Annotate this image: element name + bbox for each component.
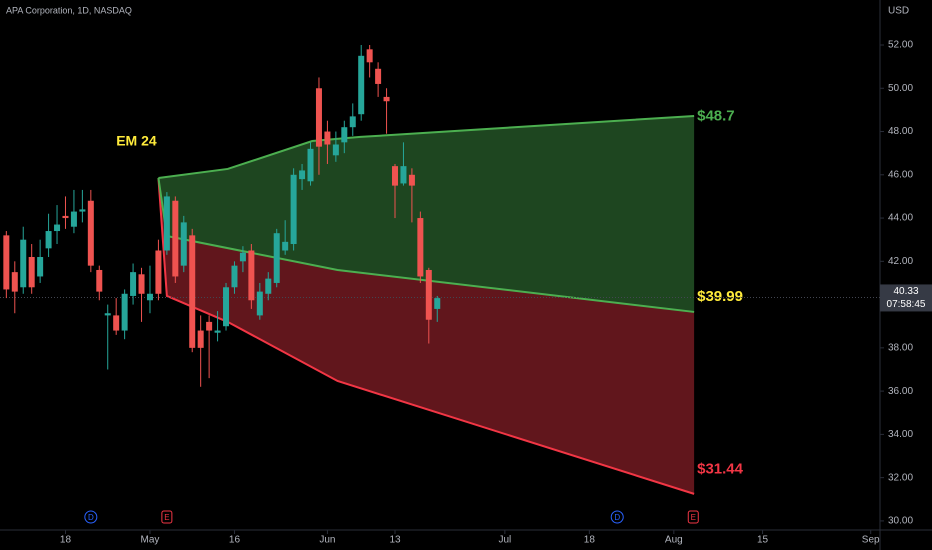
y-tick-label: 48.00 bbox=[888, 126, 913, 137]
x-tick-label: 16 bbox=[229, 535, 241, 546]
candle-body bbox=[265, 278, 272, 294]
candle-body bbox=[358, 55, 365, 115]
candle-body bbox=[62, 215, 69, 219]
x-tick-label: Jul bbox=[498, 535, 511, 546]
event-marker bbox=[84, 510, 98, 524]
last-price-box bbox=[880, 284, 932, 312]
candle-body bbox=[11, 272, 18, 292]
y-tick-label: 42.00 bbox=[888, 256, 913, 267]
candle-body bbox=[54, 224, 61, 232]
candle-body bbox=[392, 166, 399, 186]
x-tick-label: May bbox=[141, 535, 160, 546]
candle-body bbox=[290, 174, 297, 245]
x-tick-label: 18 bbox=[60, 535, 72, 546]
chart-title: APA Corporation, 1D, NASDAQ bbox=[6, 5, 132, 15]
candle-body bbox=[197, 330, 204, 348]
y-tick-label: 44.00 bbox=[888, 213, 913, 224]
candle-body bbox=[299, 170, 306, 180]
x-tick-label: Aug bbox=[665, 535, 683, 546]
candle-body bbox=[349, 116, 356, 128]
y-tick-label: 38.00 bbox=[888, 342, 913, 353]
y-tick-label: 32.00 bbox=[888, 472, 913, 483]
candle-body bbox=[37, 256, 44, 277]
candle-body bbox=[163, 196, 170, 251]
x-tick-label: Sep bbox=[862, 535, 880, 546]
candle-body bbox=[45, 231, 52, 249]
candle-body bbox=[214, 330, 221, 333]
cone-end-label: $39.99 bbox=[697, 288, 743, 305]
candle-body bbox=[307, 148, 314, 182]
y-axis-unit: USD bbox=[888, 6, 909, 17]
candle-body bbox=[282, 241, 289, 251]
candle-body bbox=[189, 235, 196, 348]
candle-body bbox=[104, 313, 111, 316]
candle-body bbox=[417, 218, 424, 277]
candle-body bbox=[79, 209, 86, 212]
countdown-label: 07:58:45 bbox=[887, 299, 926, 310]
candle-body bbox=[121, 293, 128, 331]
candle-body bbox=[70, 211, 77, 227]
candle-body bbox=[256, 291, 263, 316]
candle-body bbox=[324, 131, 331, 145]
y-tick-label: 36.00 bbox=[888, 386, 913, 397]
x-tick-label: 18 bbox=[584, 535, 596, 546]
candle-body bbox=[146, 293, 153, 301]
cone-upper-line bbox=[158, 114, 695, 180]
candle-body bbox=[172, 200, 179, 277]
candle-body bbox=[408, 174, 415, 186]
x-tick-label: Jun bbox=[319, 535, 335, 546]
y-tick-label: 30.00 bbox=[888, 516, 913, 527]
candle-body bbox=[341, 127, 348, 143]
candle-body bbox=[375, 68, 382, 84]
event-label: D bbox=[614, 513, 620, 522]
candle-body bbox=[206, 321, 213, 331]
candle-body bbox=[87, 200, 94, 266]
event-marker bbox=[687, 510, 699, 524]
cone-label: EM 24 bbox=[116, 133, 157, 149]
y-tick-label: 46.00 bbox=[888, 169, 913, 180]
candle-body bbox=[315, 88, 322, 147]
cone-end-label: $31.44 bbox=[697, 461, 744, 478]
event-label: E bbox=[164, 513, 169, 522]
y-tick-label: 34.00 bbox=[888, 429, 913, 440]
last-price-label: 40.33 bbox=[893, 286, 918, 297]
candle-body bbox=[96, 269, 103, 292]
event-marker bbox=[161, 510, 173, 524]
candle-body bbox=[138, 274, 145, 294]
x-tick-label: 13 bbox=[389, 535, 401, 546]
candle-body bbox=[28, 256, 35, 288]
candle-body bbox=[332, 144, 339, 156]
candle-body bbox=[130, 272, 137, 296]
candle-body bbox=[223, 287, 230, 327]
candle-body bbox=[113, 315, 120, 331]
cone-lower-fill bbox=[158, 178, 695, 494]
candle-body bbox=[231, 265, 238, 288]
event-marker bbox=[610, 510, 624, 524]
candle-body bbox=[248, 250, 255, 301]
candle-body bbox=[383, 96, 390, 102]
event-label: D bbox=[88, 513, 94, 522]
candle-body bbox=[3, 235, 10, 290]
cone-upper-fill bbox=[158, 115, 695, 312]
candle-body bbox=[273, 233, 280, 283]
candle-body bbox=[400, 166, 407, 184]
candle-body bbox=[20, 239, 27, 288]
x-tick-label: 15 bbox=[757, 535, 769, 546]
candle-body bbox=[155, 250, 162, 294]
cone-end-label: $48.7 bbox=[697, 107, 735, 124]
y-tick-label: 52.00 bbox=[888, 40, 913, 51]
candle-body bbox=[425, 269, 432, 320]
candle-body bbox=[239, 252, 246, 262]
event-label: E bbox=[691, 513, 696, 522]
candle-body bbox=[434, 298, 441, 309]
y-tick-label: 50.00 bbox=[888, 83, 913, 94]
candle-body bbox=[180, 222, 187, 266]
candle-body bbox=[366, 49, 373, 63]
